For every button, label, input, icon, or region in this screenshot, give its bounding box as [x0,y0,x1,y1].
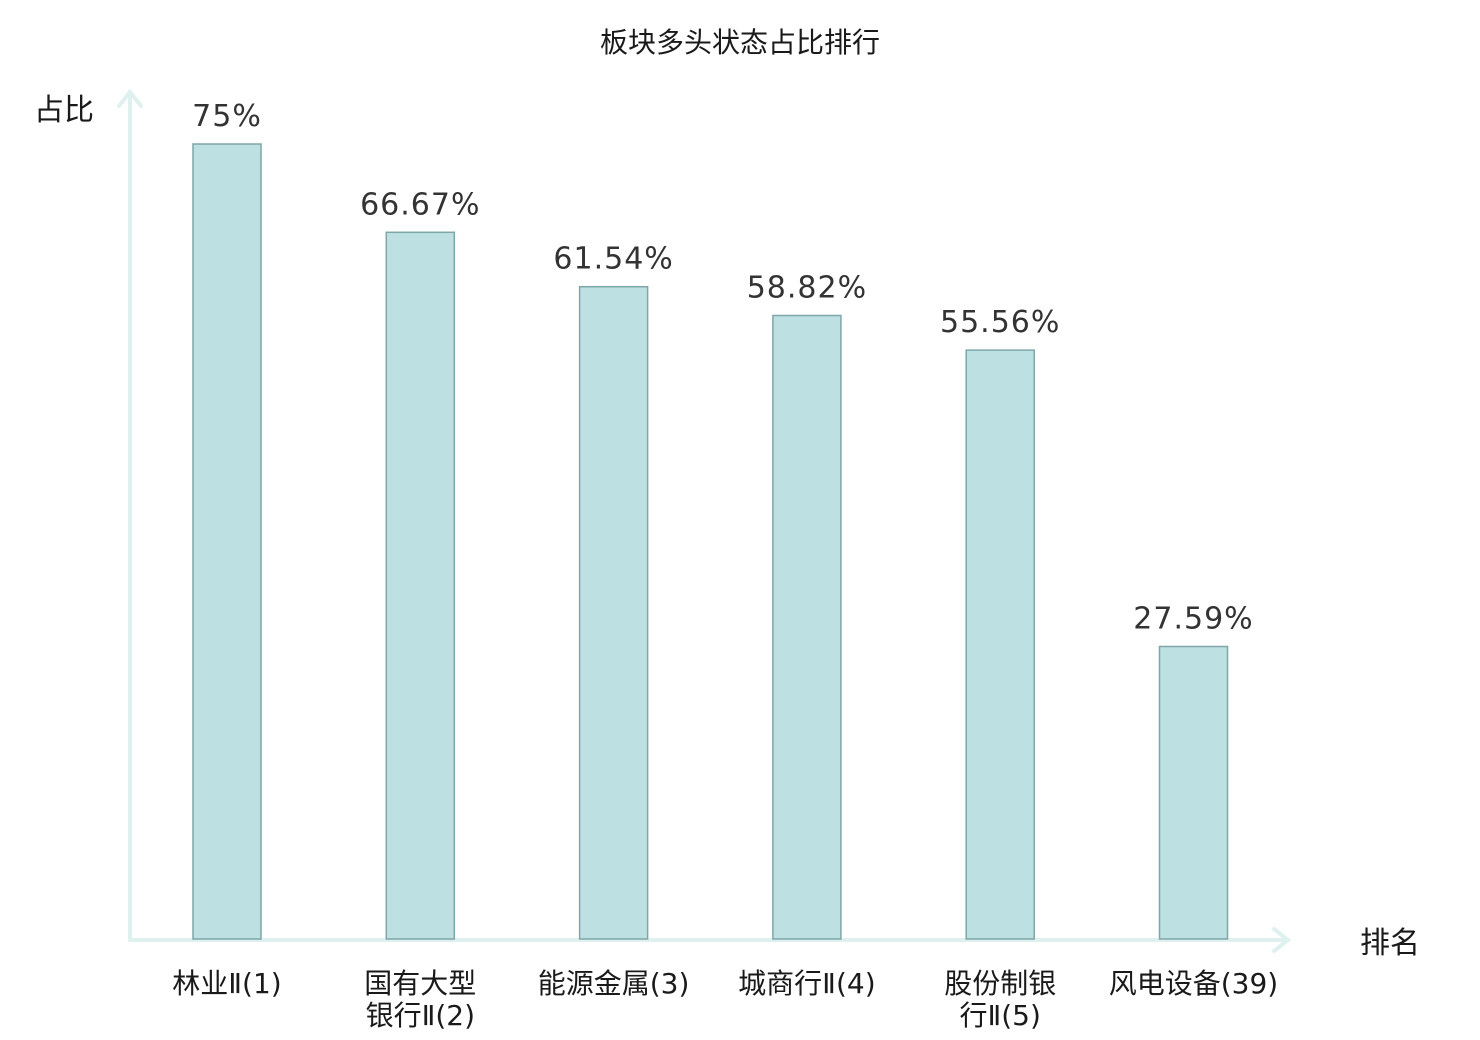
value-label-5: 55.56% [940,305,1060,340]
category-label-2-line-1: 国有大型 [364,967,476,1000]
value-label-3: 61.54% [553,242,673,277]
category-label-5-line-2: 行Ⅱ(5) [959,999,1040,1032]
y-axis-label: 占比 [34,93,94,128]
value-label-2: 66.67% [360,187,480,222]
chart-title: 板块多头状态占比排行 [600,26,880,59]
bar-2 [385,231,456,940]
bar-1 [192,143,262,940]
value-label-1: 75% [192,99,262,134]
category-label-5-line-1: 股份制银 [944,967,1056,1000]
x-axis-arrow-icon [1272,927,1292,953]
value-label-4: 58.82% [747,271,867,306]
bar-6 [1158,645,1229,940]
x-axis-label: 排名 [1360,926,1420,961]
category-label-3: 能源金属(3) [538,967,690,1000]
bar-4 [772,314,842,940]
bar-5 [965,349,1035,940]
y-axis-arrow-icon [117,88,143,108]
category-label-2-line-2: 银行Ⅱ(2) [366,999,475,1032]
category-label-6: 风电设备(39) [1109,967,1278,1000]
category-label-1: 林业Ⅱ(1) [172,967,281,1000]
category-label-4: 城商行Ⅱ(4) [738,967,875,1000]
bars-group [192,143,1229,940]
value-label-6: 27.59% [1133,602,1253,637]
bar-3 [578,285,649,940]
